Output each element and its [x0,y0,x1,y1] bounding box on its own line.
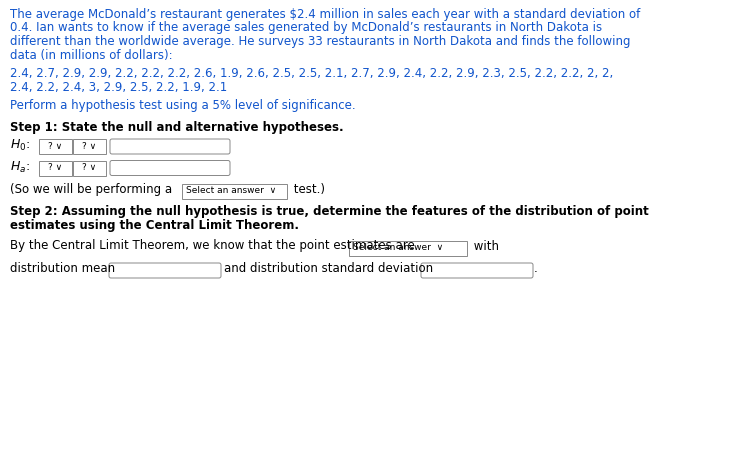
Text: with: with [470,240,499,252]
Text: ? ∨: ? ∨ [48,163,62,173]
Text: Select an answer  ∨: Select an answer ∨ [186,186,276,195]
Text: Perform a hypothesis test using a 5% level of significance.: Perform a hypothesis test using a 5% lev… [10,99,356,112]
FancyBboxPatch shape [109,263,221,278]
Text: (So we will be performing a: (So we will be performing a [10,183,172,196]
FancyBboxPatch shape [182,184,287,199]
Text: ? ∨: ? ∨ [82,142,97,151]
Text: Step 2: Assuming the null hypothesis is true, determine the features of the dist: Step 2: Assuming the null hypothesis is … [10,206,649,218]
Text: different than the worldwide average. He surveys 33 restaurants in North Dakota : different than the worldwide average. He… [10,35,631,48]
Text: 0.4. Ian wants to know if the average sales generated by McDonald’s restaurants : 0.4. Ian wants to know if the average sa… [10,21,602,35]
FancyBboxPatch shape [39,139,72,154]
Text: and distribution standard deviation: and distribution standard deviation [224,262,434,275]
FancyBboxPatch shape [73,161,106,176]
Text: 2.4, 2.7, 2.9, 2.9, 2.2, 2.2, 2.2, 2.6, 1.9, 2.6, 2.5, 2.5, 2.1, 2.7, 2.9, 2.4, : 2.4, 2.7, 2.9, 2.9, 2.2, 2.2, 2.2, 2.6, … [10,67,614,80]
Text: The average McDonald’s restaurant generates $2.4 million in sales each year with: The average McDonald’s restaurant genera… [10,8,640,21]
FancyBboxPatch shape [73,139,106,154]
Text: $H_a$:: $H_a$: [10,159,30,175]
Text: ? ∨: ? ∨ [82,163,97,173]
Text: .: . [534,262,538,275]
Text: distribution mean: distribution mean [10,262,115,275]
Text: $H_0$:: $H_0$: [10,138,30,153]
Text: Step 1: State the null and alternative hypotheses.: Step 1: State the null and alternative h… [10,120,344,133]
Text: Select an answer  ∨: Select an answer ∨ [353,242,443,252]
FancyBboxPatch shape [110,161,230,176]
FancyBboxPatch shape [110,139,230,154]
FancyBboxPatch shape [349,241,467,256]
Text: By the Central Limit Theorem, we know that the point estimates are: By the Central Limit Theorem, we know th… [10,240,415,252]
Text: ? ∨: ? ∨ [48,142,62,151]
FancyBboxPatch shape [39,161,72,176]
Text: estimates using the Central Limit Theorem.: estimates using the Central Limit Theore… [10,219,299,232]
FancyBboxPatch shape [421,263,533,278]
Text: 2.4, 2.2, 2.4, 3, 2.9, 2.5, 2.2, 1.9, 2.1: 2.4, 2.2, 2.4, 3, 2.9, 2.5, 2.2, 1.9, 2.… [10,80,227,94]
Text: test.): test.) [290,183,325,196]
Text: data (in millions of dollars):: data (in millions of dollars): [10,49,172,61]
